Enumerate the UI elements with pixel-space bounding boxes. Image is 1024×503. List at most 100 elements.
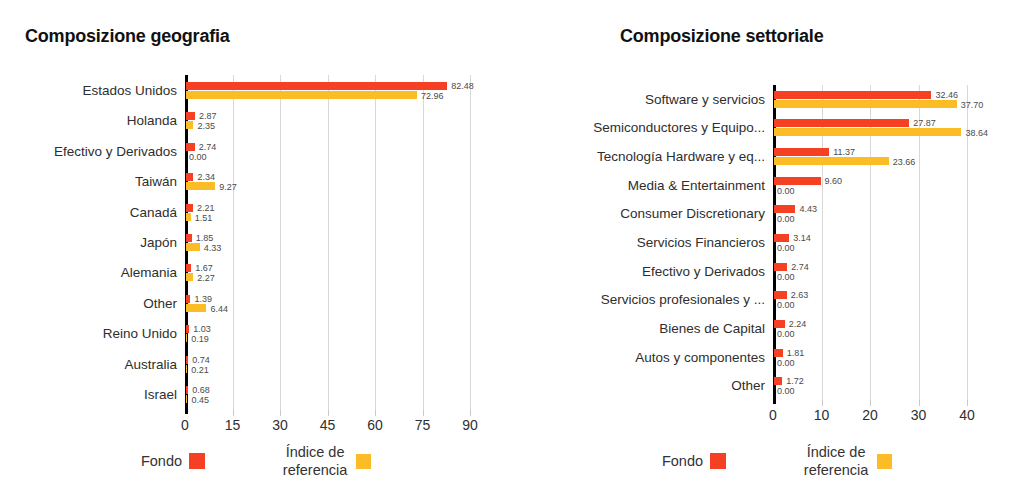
category-label: Consumer Discretionary — [512, 200, 765, 229]
fondo-bar — [774, 263, 787, 271]
indice-bar — [186, 243, 200, 251]
legend-item-indice: Índice de referencia — [802, 443, 892, 479]
gridline — [328, 75, 329, 410]
tick-mark — [870, 400, 871, 406]
indice-value-label: 0.00 — [777, 301, 795, 309]
fund-composition-report: Composizione geografia 0153045607590Esta… — [0, 0, 1024, 503]
fondo-value-label: 1.03 — [193, 325, 211, 333]
indice-value-label: 0.00 — [777, 273, 795, 281]
category-label: Israel — [0, 380, 177, 410]
category-label: Holanda — [0, 105, 177, 135]
fondo-value-label: 1.85 — [196, 234, 214, 242]
indice-bar — [186, 273, 193, 281]
category-label: Media & Entertainment — [512, 171, 765, 200]
fondo-bar — [774, 91, 931, 99]
category-label: Other — [0, 288, 177, 318]
category-label: Semiconductores y Equipo... — [512, 114, 765, 143]
fondo-color-swatch — [189, 453, 205, 469]
category-label: Taiwán — [0, 166, 177, 196]
legend-fondo-label: Fondo — [141, 452, 182, 470]
tick-label: 0 — [751, 407, 795, 423]
chart-geografia-legend: Fondo Índice de referencia — [0, 443, 512, 479]
indice-color-swatch — [356, 454, 371, 469]
fondo-value-label: 2.63 — [791, 291, 809, 299]
legend-indice-label: Índice de referencia — [802, 443, 870, 479]
category-label: Efectivo y Derivados — [0, 136, 177, 166]
category-label: Efectivo y Derivados — [512, 257, 765, 286]
fondo-value-label: 4.43 — [799, 205, 817, 213]
legend-item-indice: Índice de referencia — [281, 443, 371, 479]
fondo-value-label: 82.48 — [451, 82, 474, 90]
indice-bar — [186, 213, 191, 221]
fondo-bar — [774, 119, 909, 127]
legend-indice-label: Índice de referencia — [281, 443, 349, 479]
tick-mark — [328, 410, 329, 416]
fondo-value-label: 2.74 — [199, 143, 217, 151]
legend-fondo-label: Fondo — [662, 452, 703, 470]
indice-value-label: 0.00 — [777, 187, 795, 195]
indice-bar — [186, 182, 215, 190]
category-label: Australia — [0, 349, 177, 379]
gridline — [375, 75, 376, 410]
category-label: Bienes de Capital — [512, 314, 765, 343]
indice-value-label: 23.66 — [893, 158, 916, 166]
chart-settoriale-title: Composizione settoriale — [620, 26, 823, 47]
indice-value-label: 0.00 — [777, 215, 795, 223]
legend-item-fondo: Fondo — [141, 452, 205, 470]
indice-value-label: 4.33 — [204, 244, 222, 252]
indice-bar — [774, 157, 889, 165]
indice-value-label: 0.19 — [191, 335, 209, 343]
gridline — [233, 75, 234, 410]
tick-label: 0 — [163, 417, 207, 433]
category-label: Software y servicios — [512, 85, 765, 114]
category-label: Reino Unido — [0, 319, 177, 349]
fondo-bar — [186, 82, 447, 90]
indice-value-label: 0.00 — [777, 359, 795, 367]
fondo-bar — [774, 177, 821, 185]
tick-mark — [967, 400, 968, 406]
indice-value-label: 9.27 — [219, 183, 237, 191]
fondo-value-label: 2.24 — [789, 320, 807, 328]
tick-label: 10 — [800, 407, 844, 423]
fondo-value-label: 2.74 — [791, 263, 809, 271]
category-label: Canadá — [0, 197, 177, 227]
indice-bar — [186, 365, 187, 373]
fondo-bar — [186, 386, 188, 394]
fondo-value-label: 9.60 — [825, 177, 843, 185]
chart-composizione-geografia: Composizione geografia 0153045607590Esta… — [0, 0, 512, 503]
fondo-bar — [774, 205, 795, 213]
indice-bar — [186, 334, 187, 342]
tick-label: 15 — [211, 417, 255, 433]
chart-geografia-title: Composizione geografia — [25, 26, 230, 47]
fondo-value-label: 2.21 — [197, 204, 215, 212]
fondo-value-label: 0.74 — [192, 356, 210, 364]
fondo-value-label: 0.68 — [192, 386, 210, 394]
fondo-value-label: 1.39 — [194, 295, 212, 303]
chart-composizione-settoriale: Composizione settoriale 010203040Softwar… — [512, 0, 1024, 503]
fondo-bar — [186, 325, 189, 333]
tick-mark — [233, 410, 234, 416]
category-label: Servicios Financieros — [512, 228, 765, 257]
tick-label: 90 — [448, 417, 492, 433]
indice-value-label: 0.00 — [777, 387, 795, 395]
tick-label: 30 — [897, 407, 941, 423]
fondo-bar — [186, 173, 193, 181]
fondo-bar — [186, 143, 195, 151]
indice-value-label: 37.70 — [961, 101, 984, 109]
indice-value-label: 72.96 — [421, 92, 444, 100]
fondo-bar — [186, 356, 188, 364]
indice-value-label: 0.45 — [191, 396, 209, 404]
tick-label: 30 — [258, 417, 302, 433]
fondo-bar — [774, 320, 785, 328]
fondo-value-label: 1.81 — [787, 349, 805, 357]
fondo-value-label: 11.37 — [833, 148, 855, 156]
fondo-value-label: 27.87 — [913, 119, 936, 127]
indice-bar — [186, 395, 187, 403]
tick-mark — [822, 400, 823, 406]
indice-value-label: 1.51 — [195, 214, 213, 222]
indice-bar — [186, 91, 417, 99]
fondo-value-label: 1.67 — [195, 264, 213, 272]
fondo-bar — [186, 204, 193, 212]
tick-mark — [423, 410, 424, 416]
category-label: Servicios profesionales y ... — [512, 285, 765, 314]
